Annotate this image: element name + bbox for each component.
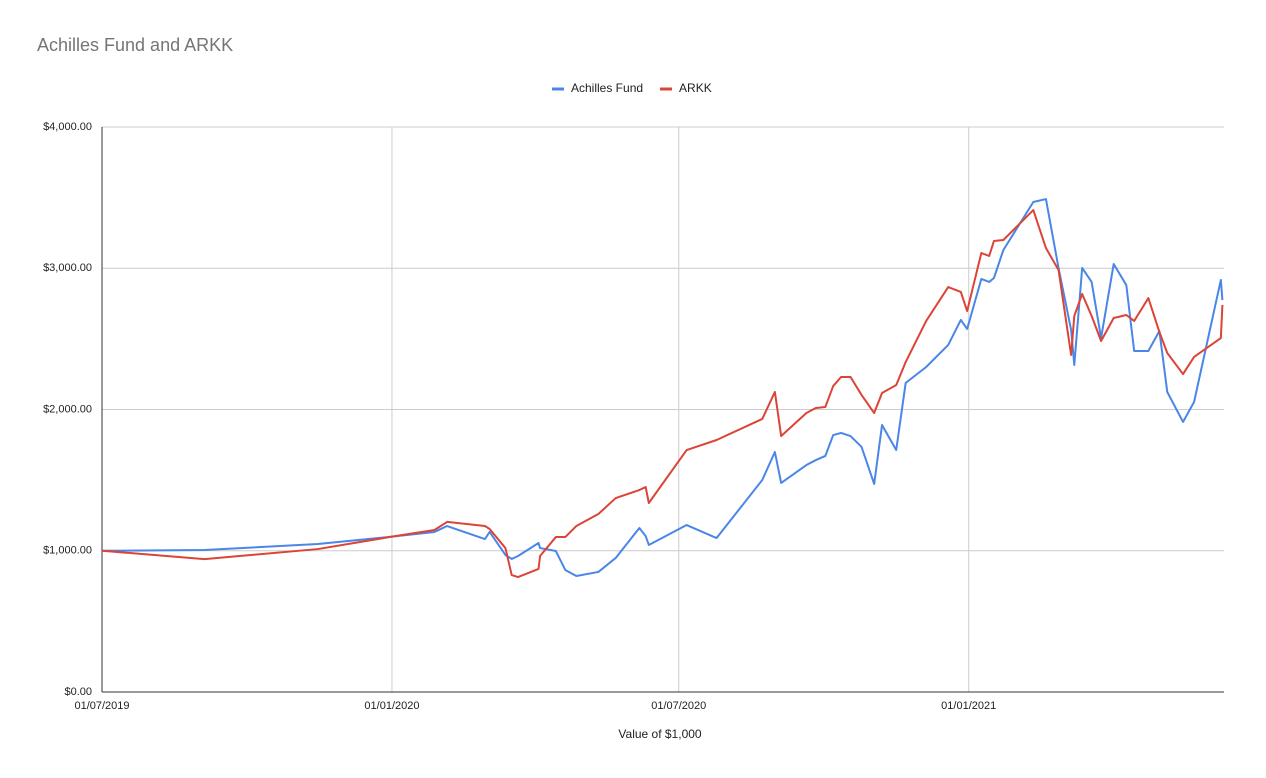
y-tick-label: $1,000.00 [43,545,92,557]
x-axis-title: Value of $1,000 [618,727,702,741]
series-line [101,198,1224,578]
y-tick-label: $0.00 [64,686,92,698]
series-line [101,209,1224,579]
legend-label: ARKK [679,81,712,95]
x-tick-label: 01/07/2019 [74,700,129,712]
x-tick-label: 01/07/2020 [651,700,706,712]
x-tick-label: 01/01/2021 [941,700,996,712]
legend-label: Achilles Fund [571,81,643,95]
y-tick-label: $3,000.00 [43,262,92,274]
chart-title: Achilles Fund and ARKK [37,35,233,55]
y-tick-label: $4,000.00 [43,121,92,133]
x-tick-label: 01/01/2020 [364,700,419,712]
y-tick-label: $2,000.00 [43,403,92,415]
